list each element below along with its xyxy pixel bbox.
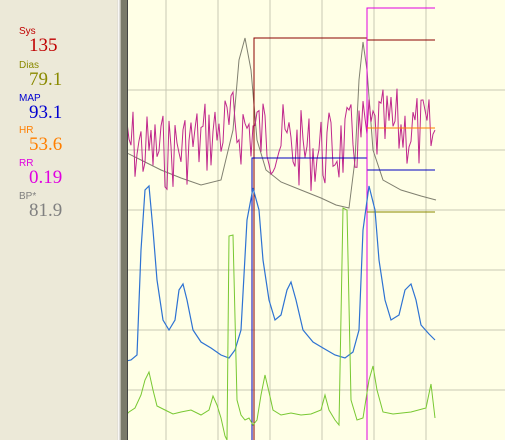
step-lines <box>251 7 435 440</box>
readout-map-value: 93.1 <box>29 102 63 123</box>
readout-panel: Sys 135 Dias 79.1 MAP 93.1 HR 53.6 RR 0.… <box>0 0 117 440</box>
panel-splitter[interactable] <box>117 0 121 440</box>
map-step-line <box>251 157 435 440</box>
readout-sys: Sys 135 <box>19 26 58 56</box>
readout-rr-value: 0.19 <box>29 167 63 188</box>
readout-dias: Dias 79.1 <box>19 60 63 90</box>
pressure-overlay-trace <box>121 37 437 209</box>
readout-rr: RR 0.19 <box>19 158 63 188</box>
plot-grid <box>121 0 505 440</box>
readout-hr: HR 53.6 <box>19 125 63 155</box>
readout-sys-label: Sys <box>19 26 36 37</box>
time-cursor-bar[interactable] <box>121 0 128 440</box>
readout-dias-label: Dias <box>19 60 40 71</box>
arterial-pressure-trace <box>121 184 436 363</box>
readout-bp-star-label: BP* <box>19 191 37 202</box>
readout-map: MAP 93.1 <box>19 93 63 123</box>
readout-dias-value: 79.1 <box>29 69 63 90</box>
waveform-plot <box>121 0 505 440</box>
readout-bp-star: BP* 81.9 <box>19 191 63 221</box>
waveform-canvas <box>121 0 505 440</box>
sys-step-line <box>253 37 435 440</box>
readout-bp-star-value: 81.9 <box>29 200 63 221</box>
readout-sys-value: 135 <box>29 35 58 56</box>
readout-rr-label: RR <box>19 158 34 169</box>
respiratory-trace <box>121 88 436 191</box>
ecg-trace <box>121 207 436 440</box>
readout-hr-label: HR <box>19 125 34 136</box>
readout-hr-value: 53.6 <box>29 134 63 155</box>
readout-map-label: MAP <box>19 93 41 104</box>
rr-step-line <box>366 7 435 440</box>
